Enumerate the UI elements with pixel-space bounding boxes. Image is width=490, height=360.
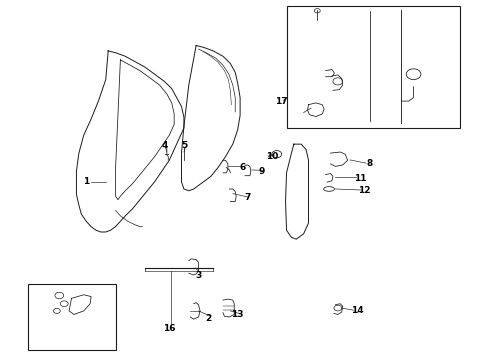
Text: 8: 8 — [367, 159, 373, 168]
Text: 14: 14 — [351, 306, 364, 315]
Text: 3: 3 — [196, 270, 202, 279]
Text: 2: 2 — [205, 314, 212, 323]
Text: 5: 5 — [181, 141, 187, 150]
Bar — [27, 284, 116, 350]
Text: 6: 6 — [240, 163, 245, 172]
Text: 1: 1 — [83, 177, 89, 186]
Text: 19: 19 — [305, 120, 318, 129]
Text: 11: 11 — [354, 174, 366, 183]
Text: 16: 16 — [163, 324, 175, 333]
Text: 9: 9 — [259, 167, 265, 176]
Text: 20: 20 — [329, 82, 342, 91]
Text: 17: 17 — [275, 96, 288, 105]
Text: 21: 21 — [310, 73, 322, 82]
Text: 13: 13 — [231, 310, 244, 319]
Bar — [287, 6, 460, 128]
Text: 12: 12 — [359, 186, 371, 195]
Text: 22: 22 — [307, 12, 319, 21]
Text: 4: 4 — [161, 141, 168, 150]
Text: 10: 10 — [266, 152, 278, 161]
Text: 7: 7 — [244, 193, 250, 202]
Text: 18: 18 — [405, 59, 417, 68]
Text: 15: 15 — [58, 324, 71, 333]
